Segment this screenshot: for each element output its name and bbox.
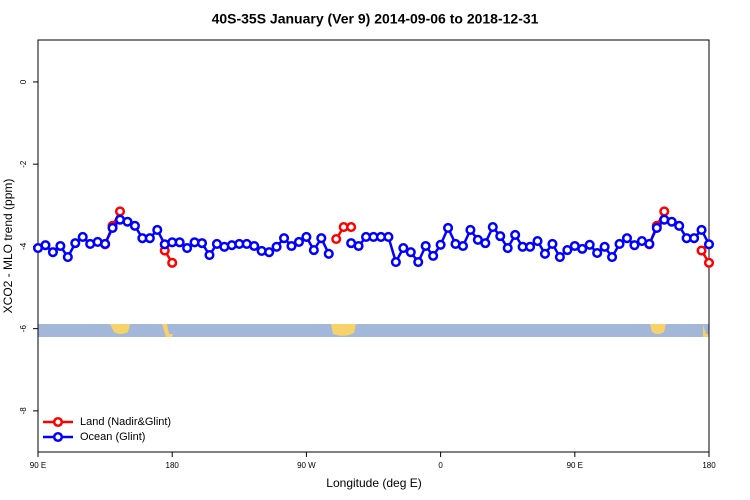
x-tick-label: 90 E	[30, 461, 46, 470]
data-point	[346, 222, 357, 233]
data-point	[674, 220, 685, 231]
data-point	[100, 238, 111, 249]
data-point	[696, 224, 707, 236]
data-point	[174, 237, 185, 248]
y-tick-label: 0	[19, 79, 28, 84]
legend-label: Land (Nadir&Glint)	[80, 416, 171, 428]
data-point	[264, 247, 275, 258]
data-point	[77, 231, 88, 243]
data-point	[413, 256, 424, 268]
data-point	[651, 222, 662, 233]
data-point	[301, 231, 312, 243]
data-point	[107, 222, 118, 233]
data-point	[144, 233, 155, 244]
data-point	[487, 222, 498, 233]
data-point	[182, 243, 193, 254]
y-tick-label: -8	[19, 407, 28, 415]
data-point	[621, 233, 633, 244]
data-point	[614, 238, 625, 249]
data-point	[562, 245, 573, 256]
data-point	[286, 240, 297, 252]
data-point	[465, 224, 476, 236]
data-point	[428, 250, 439, 261]
data-point	[584, 239, 595, 250]
data-point	[666, 216, 677, 227]
x-tick-label: 180	[702, 461, 716, 470]
data-point	[599, 241, 610, 252]
data-point	[435, 239, 446, 250]
data-point	[405, 247, 416, 258]
data-point	[457, 240, 469, 252]
data-point	[47, 247, 58, 258]
map-strip	[38, 324, 709, 337]
data-point	[167, 257, 178, 268]
chart-title: 40S-35S January (Ver 9) 2014-09-06 to 20…	[212, 11, 539, 27]
data-point	[323, 248, 334, 259]
legend-label: Ocean (Glint)	[80, 431, 145, 443]
data-point	[308, 245, 319, 256]
data-point	[390, 256, 401, 268]
data-point	[196, 238, 208, 249]
data-point	[40, 240, 51, 251]
data-point	[495, 231, 506, 242]
data-point	[62, 252, 73, 263]
data-point	[331, 233, 342, 245]
data-point	[122, 216, 133, 227]
data-point	[278, 233, 290, 244]
data-point	[502, 243, 513, 254]
x-tick-label: 180	[166, 461, 180, 470]
data-point	[539, 248, 551, 259]
x-axis-title: Longitude (deg E)	[326, 476, 421, 490]
legend-marker	[52, 431, 64, 443]
data-point	[703, 257, 715, 268]
data-point	[70, 238, 81, 249]
data-point	[592, 247, 603, 259]
data-point	[114, 206, 126, 217]
data-point	[607, 252, 618, 263]
x-tick-label: 90 E	[567, 461, 583, 470]
data-point	[249, 240, 260, 252]
data-point	[353, 240, 364, 252]
x-tick-label: 0	[438, 461, 443, 470]
data-point	[152, 224, 163, 236]
data-point	[129, 220, 140, 231]
data-point	[398, 243, 409, 254]
data-point	[383, 231, 394, 243]
data-point	[510, 229, 521, 240]
data-point	[554, 252, 565, 263]
data-point	[525, 241, 536, 252]
data-point	[293, 236, 304, 247]
data-point	[55, 240, 66, 252]
legend: Land (Nadir&Glint) Ocean (Glint)	[43, 416, 171, 443]
data-point	[480, 238, 491, 249]
legend-marker	[52, 416, 64, 428]
y-tick-label: -4	[19, 242, 28, 250]
x-tick-label: 90 W	[297, 461, 316, 470]
y-tick-label: -6	[19, 325, 28, 333]
data-point	[703, 239, 715, 250]
y-axis-title: XCO2 - MLO trend (ppm)	[1, 179, 15, 314]
data-point	[204, 249, 215, 261]
data-point	[696, 245, 707, 256]
data-point	[532, 236, 543, 247]
data-point	[316, 233, 327, 244]
data-point	[420, 240, 431, 252]
data-point	[659, 206, 670, 217]
y-tick-label: -2	[19, 160, 28, 168]
data-point	[577, 243, 588, 254]
data-point	[271, 241, 282, 252]
data-point	[644, 238, 655, 249]
data-point	[443, 222, 454, 233]
data-point	[547, 238, 558, 249]
data-point	[629, 240, 640, 251]
data-point	[689, 233, 700, 244]
